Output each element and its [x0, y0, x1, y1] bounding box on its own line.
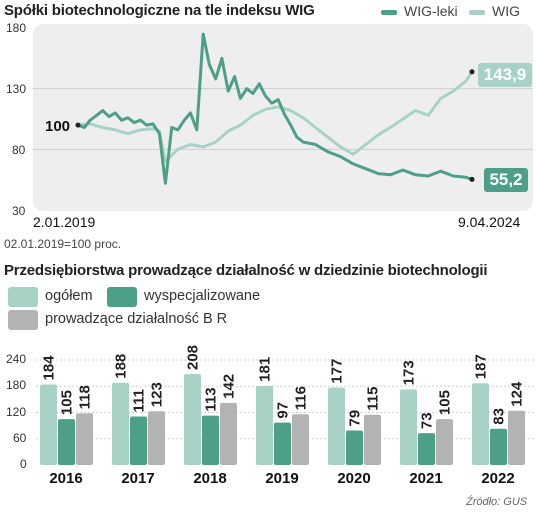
- bar: [292, 414, 309, 465]
- bar: [220, 402, 237, 465]
- bar-value-label: 188: [113, 354, 130, 379]
- bar: [130, 416, 147, 465]
- y-tick-label: 30: [12, 204, 26, 218]
- legend-swatch-ogolem: [8, 287, 38, 307]
- bar: [202, 415, 219, 465]
- y-tick-label: 180: [6, 21, 27, 35]
- bar: [364, 414, 381, 465]
- bar: [274, 422, 291, 465]
- bar: [490, 428, 507, 465]
- source-label: Źródło: GUS: [466, 496, 528, 508]
- bar-value-label: 187: [473, 354, 490, 379]
- bar: [418, 433, 435, 465]
- bar-category-label: 2019: [265, 470, 299, 487]
- bar-value-label: 118: [77, 385, 94, 409]
- bar-y-tick-label: 180: [6, 378, 27, 392]
- bar-value-label: 173: [401, 360, 418, 385]
- bar-y-tick-label: 120: [6, 405, 27, 419]
- bar: [148, 411, 165, 465]
- bar-y-tick-label: 0: [20, 457, 27, 471]
- series-start-point: [75, 122, 81, 128]
- legend-swatch-wig: [469, 10, 485, 15]
- wig-leki-end-value-label: 55,2: [484, 168, 528, 192]
- bar: [508, 410, 525, 465]
- legend-label-wig-leki: WIG-leki: [404, 3, 458, 19]
- bar: [40, 384, 57, 465]
- bar-category-label: 2017: [121, 470, 155, 487]
- base-note: 02.01.2019=100 proc.: [4, 237, 122, 251]
- bar-value-label: 116: [293, 386, 310, 410]
- bar-y-tick-label: 240: [6, 352, 27, 366]
- bar-value-label: 142: [221, 374, 238, 399]
- series-line-wig: [76, 70, 474, 163]
- legend-swatch-wig-leki: [381, 10, 397, 15]
- bar-value-label: 83: [491, 408, 508, 425]
- bar-value-label: 181: [257, 357, 274, 382]
- bar-value-label: 208: [185, 345, 202, 370]
- legend-label-wig: WIG: [492, 3, 520, 19]
- bar-value-label: 113: [203, 387, 220, 411]
- legend-label-ogolem: ogółem: [45, 288, 93, 304]
- bar-category-label: 2021: [409, 470, 443, 487]
- bar-value-label: 115: [365, 386, 382, 410]
- bar-value-label: 105: [437, 390, 454, 415]
- x-end-date-label: 9.04.2024: [458, 214, 521, 230]
- bar-category-label: 2016: [49, 470, 83, 487]
- bar-value-label: 123: [149, 382, 166, 407]
- legend-swatch-br: [8, 310, 38, 330]
- bar-value-label: 105: [59, 390, 76, 415]
- bar-value-label: 184: [41, 355, 58, 381]
- bar-category-label: 2022: [481, 470, 515, 487]
- bar: [184, 374, 201, 465]
- bar-chart-title: Przedsiębiorstwa prowadzące działalność …: [4, 262, 488, 279]
- bar: [256, 385, 273, 465]
- bar-value-label: 124: [509, 381, 526, 407]
- series-end-point: [469, 176, 475, 182]
- bar-value-label: 79: [347, 410, 364, 427]
- bar: [436, 419, 453, 465]
- series-line-wig-leki: [76, 32, 474, 185]
- bar: [472, 383, 489, 465]
- line-chart-panel: [33, 24, 533, 211]
- wig-end-value-label: 143,9: [478, 63, 532, 87]
- bar-value-label: 97: [275, 402, 292, 419]
- bar: [346, 430, 363, 465]
- bar: [58, 419, 75, 465]
- bar-category-label: 2020: [337, 470, 371, 487]
- series-end-point: [469, 69, 475, 75]
- bar: [76, 413, 93, 465]
- bar: [328, 387, 345, 465]
- bar-value-label: 73: [419, 412, 436, 429]
- bar: [400, 389, 417, 465]
- bar-category-label: 2018: [193, 470, 227, 487]
- y-tick-label: 130: [6, 82, 27, 96]
- bar-value-label: 177: [329, 359, 346, 384]
- bar-y-tick-label: 60: [13, 431, 27, 445]
- bar-value-label: 111: [131, 389, 148, 412]
- legend-label-br: prowadzące działalność B R: [45, 311, 228, 327]
- bar: [112, 382, 129, 465]
- start-value-label: 100: [45, 118, 71, 135]
- line-chart-title: Spółki biotechnologiczne na tle indeksu …: [4, 2, 315, 19]
- y-tick-label: 80: [12, 143, 26, 157]
- legend-label-wyspecjalizowane: wyspecjalizowane: [144, 288, 261, 304]
- x-start-date-label: 2.01.2019: [33, 214, 96, 230]
- legend-swatch-wyspecjalizowane: [107, 287, 137, 307]
